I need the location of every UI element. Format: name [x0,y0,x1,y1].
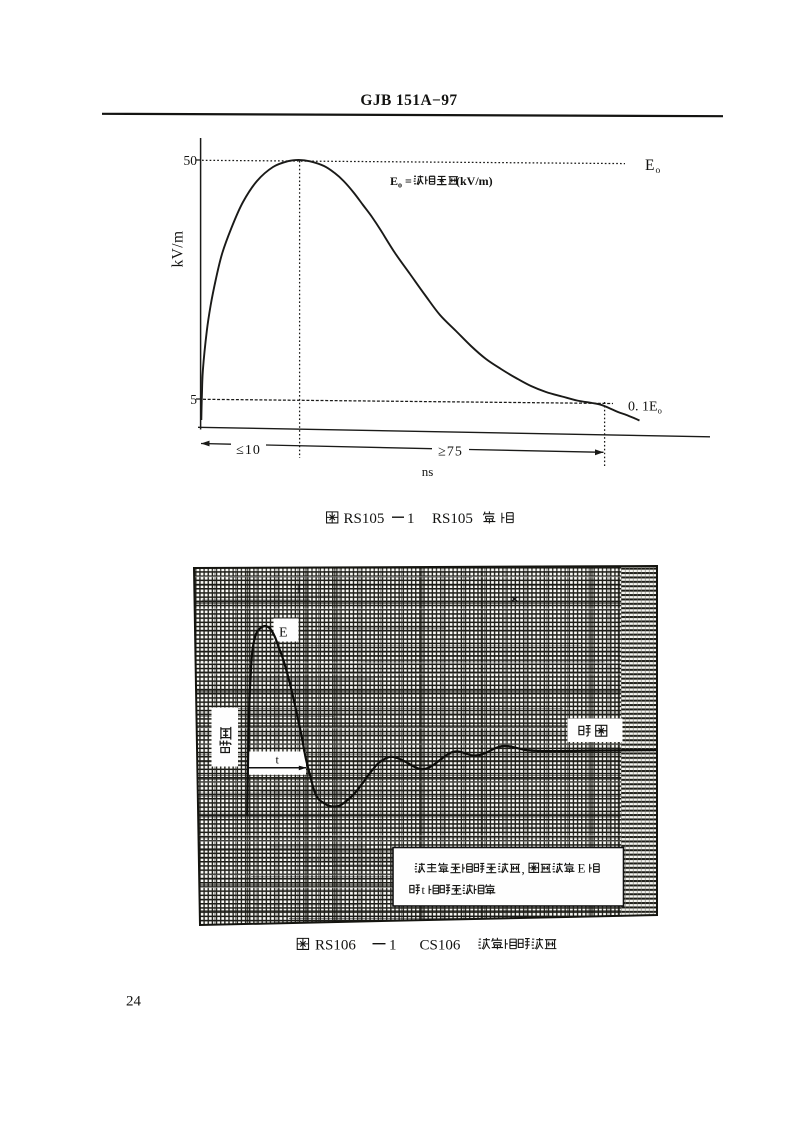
svg-text:t: t [422,883,426,897]
svg-text:50: 50 [184,153,198,168]
svg-text:t: t [276,753,280,767]
svg-text:1: 1 [389,938,397,954]
svg-text:RS105: RS105 [432,511,473,527]
svg-text:1: 1 [407,511,415,527]
svg-text:RS105: RS105 [344,511,385,527]
svg-text:0. 1Eo: 0. 1Eo [628,400,662,416]
svg-text:kV/m: kV/m [170,231,187,268]
svg-text:(kV/m): (kV/m) [456,174,493,188]
svg-text:E: E [578,861,586,876]
svg-text:,: , [522,862,525,877]
svg-text:RS106: RS106 [315,938,356,954]
svg-text:≤10: ≤10 [236,443,261,458]
svg-text:CS106: CS106 [420,938,461,954]
svg-text:≥75: ≥75 [438,445,463,460]
svg-text:24: 24 [126,994,142,1010]
svg-text:Eo =: Eo = [390,174,412,190]
svg-text:5: 5 [190,392,197,407]
svg-text:E: E [279,626,288,641]
svg-text:ns: ns [422,464,434,479]
svg-text:GJB 151A−97: GJB 151A−97 [360,92,457,109]
